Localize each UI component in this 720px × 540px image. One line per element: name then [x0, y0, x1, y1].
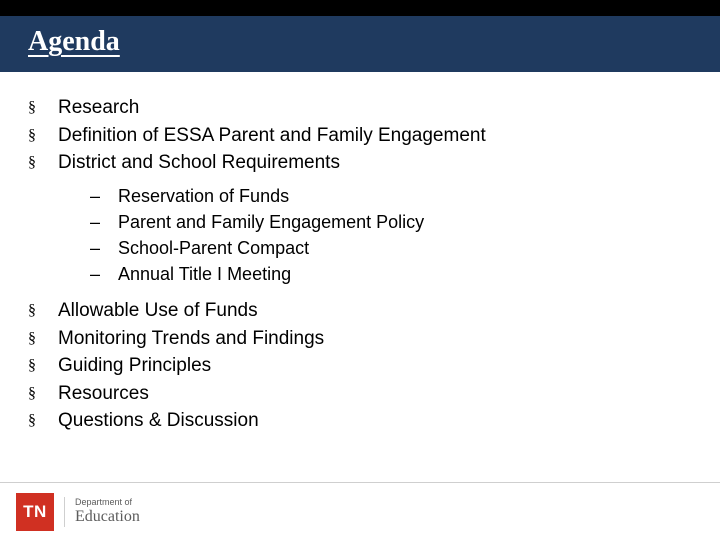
- tn-logo: TN: [16, 493, 54, 531]
- bullet-item: § Allowable Use of Funds: [28, 297, 692, 325]
- header-bar: Agenda: [0, 0, 720, 72]
- sub-bullet-text: Annual Title I Meeting: [118, 261, 291, 287]
- bullet-item: § Monitoring Trends and Findings: [28, 325, 692, 353]
- bullet-text: District and School Requirements: [58, 149, 340, 177]
- bullet-text: Guiding Principles: [58, 352, 211, 380]
- dash-icon: –: [88, 183, 102, 209]
- bullet-list-bottom: § Allowable Use of Funds § Monitoring Tr…: [28, 297, 692, 435]
- bullet-list-top: § Research § Definition of ESSA Parent a…: [28, 94, 692, 177]
- dept-line2: Education: [75, 508, 140, 526]
- section-icon: §: [28, 122, 42, 149]
- sub-bullet-text: School-Parent Compact: [118, 235, 309, 261]
- section-icon: §: [28, 352, 42, 379]
- dash-icon: –: [88, 209, 102, 235]
- bullet-item: § Definition of ESSA Parent and Family E…: [28, 122, 692, 150]
- bullet-text: Monitoring Trends and Findings: [58, 325, 324, 353]
- bullet-text: Research: [58, 94, 139, 122]
- bullet-item: § Guiding Principles: [28, 352, 692, 380]
- section-icon: §: [28, 297, 42, 324]
- section-icon: §: [28, 94, 42, 121]
- page-title: Agenda: [0, 0, 720, 58]
- sub-bullet-text: Parent and Family Engagement Policy: [118, 209, 424, 235]
- dept-line1: Department of: [75, 498, 140, 508]
- sub-bullet-item: – Reservation of Funds: [88, 183, 692, 209]
- sub-bullet-list: – Reservation of Funds – Parent and Fami…: [88, 183, 692, 287]
- section-icon: §: [28, 325, 42, 352]
- sub-bullet-item: – Parent and Family Engagement Policy: [88, 209, 692, 235]
- content-area: § Research § Definition of ESSA Parent a…: [0, 72, 720, 435]
- bullet-text: Resources: [58, 380, 149, 408]
- sub-bullet-item: – Annual Title I Meeting: [88, 261, 692, 287]
- bullet-item: § District and School Requirements: [28, 149, 692, 177]
- bullet-text: Definition of ESSA Parent and Family Eng…: [58, 122, 486, 150]
- bullet-item: § Research: [28, 94, 692, 122]
- slide: Agenda § Research § Definition of ESSA P…: [0, 0, 720, 540]
- section-icon: §: [28, 380, 42, 407]
- bullet-text: Questions & Discussion: [58, 407, 259, 435]
- bullet-item: § Resources: [28, 380, 692, 408]
- dash-icon: –: [88, 235, 102, 261]
- bullet-item: § Questions & Discussion: [28, 407, 692, 435]
- bullet-text: Allowable Use of Funds: [58, 297, 258, 325]
- section-icon: §: [28, 407, 42, 434]
- section-icon: §: [28, 149, 42, 176]
- sub-bullet-text: Reservation of Funds: [118, 183, 289, 209]
- dash-icon: –: [88, 261, 102, 287]
- footer: TN Department of Education: [0, 482, 720, 540]
- sub-bullet-item: – School-Parent Compact: [88, 235, 692, 261]
- department-label: Department of Education: [64, 497, 140, 527]
